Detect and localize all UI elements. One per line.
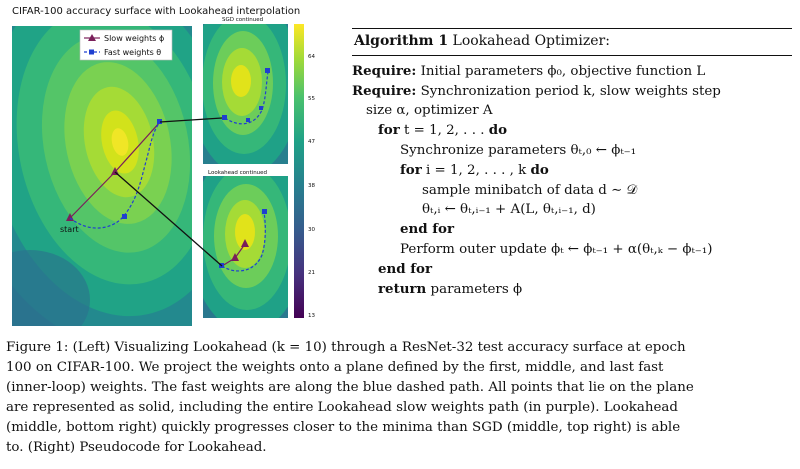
algorithm-keyword: for (378, 122, 400, 139)
algorithm-mid-rule (352, 54, 792, 56)
algorithm-line: Synchronize parameters θₜ,₀ ← ϕₜ₋₁ (352, 141, 792, 161)
algorithm-text: parameters ϕ (426, 281, 523, 297)
colorbar-tick: 30 (308, 227, 315, 233)
algorithm-line: θₜ,ᵢ ← θₜ,ᵢ₋₁ + A(L, θₜ,ᵢ₋₁, d) (352, 200, 792, 220)
caption-line: are represented as solid, including the … (6, 400, 678, 415)
connector-lookahead (114, 171, 223, 267)
algorithm-text: Initial parameters ϕ₀, objective functio… (416, 63, 706, 79)
colorbar-tick: 21 (308, 270, 315, 276)
start-label: start (60, 225, 79, 234)
algorithm-line: return parameters ϕ (352, 280, 792, 300)
colorbar-ticks: 64 55 47 38 30 21 13 (308, 54, 315, 319)
algorithm-line: Perform outer update ϕₜ ← ϕₜ₋₁ + α(θₜ,ₖ … (352, 240, 792, 260)
algorithm-lines: Require: Initial parameters ϕ₀, objectiv… (352, 62, 792, 300)
colorbar-tick: 38 (308, 183, 315, 189)
algorithm-line: sample minibatch of data d ∼ 𝒟 (352, 181, 792, 201)
legend: Slow weights ϕ Fast weights θ (79, 29, 173, 61)
sgd-panel-title: SGD continued (222, 17, 263, 23)
algorithm-line: for t = 1, 2, . . . do (352, 121, 792, 141)
sgd-paths (222, 68, 270, 125)
accuracy-surface-figure: CIFAR-100 accuracy surface with Lookahea… (12, 6, 315, 326)
algorithm-keyword: for (400, 161, 422, 178)
algorithm-keyword: end for (400, 221, 455, 238)
algorithm-text: i = 1, 2, . . . , k (421, 162, 531, 178)
algorithm-line: size α, optimizer A (352, 101, 792, 121)
algorithm-text: θₜ,ᵢ ← θₜ,ᵢ₋₁ + A(L, θₜ,ᵢ₋₁, d) (422, 202, 596, 218)
legend-slow-icon (88, 34, 96, 41)
algorithm-box: Algorithm 1 Lookahead Optimizer: Require… (352, 28, 792, 299)
algorithm-keyword: do (488, 122, 508, 139)
figure-caption: Figure 1: (Left) Visualizing Lookahead (… (6, 338, 796, 458)
algorithm-line: end for (352, 220, 792, 240)
algorithm-text: size α, optimizer A (366, 103, 493, 119)
algorithm-text: Synchronize parameters θₜ,₀ ← ϕₜ₋₁ (400, 142, 637, 158)
colorbar-tick: 64 (308, 54, 315, 60)
fast-weight-marker (157, 119, 162, 124)
algorithm-line: Require: Initial parameters ϕ₀, objectiv… (352, 62, 792, 82)
legend-fast-label: Fast weights θ (104, 48, 161, 57)
legend-fast-icon (89, 49, 94, 55)
algorithm-text: t = 1, 2, . . . (399, 123, 489, 139)
caption-line: Figure 1: (Left) Visualizing Lookahead (… (6, 340, 686, 355)
colorbar-tick: 47 (308, 139, 315, 145)
legend-slow-label: Slow weights ϕ (104, 34, 164, 43)
algorithm-title-number: Algorithm 1 (354, 33, 449, 49)
algorithm-title: Algorithm 1 Lookahead Optimizer: (352, 29, 792, 55)
algorithm-line: end for (352, 260, 792, 280)
algorithm-keyword: Require: (352, 62, 417, 79)
caption-line: (inner-loop) weights. The fast weights a… (6, 380, 694, 395)
colorbar-tick: 55 (308, 96, 315, 102)
algorithm-text: Synchronization period k, slow weights s… (416, 83, 721, 99)
main-contour-panel (12, 26, 192, 326)
lookahead-figure: CIFAR-100 accuracy surface with Lookahea… (0, 0, 340, 330)
algorithm-line: Require: Synchronization period k, slow … (352, 82, 792, 102)
algorithm-keyword: Require: (352, 82, 417, 99)
algorithm-line: for i = 1, 2, . . . , k do (352, 161, 792, 181)
colorbar (294, 24, 304, 318)
colorbar-tick: 13 (308, 313, 315, 319)
algorithm-top-rule (352, 28, 792, 29)
caption-line: (middle, bottom right) quickly progresse… (6, 420, 681, 435)
lookahead-panel-title: Lookahead continued (208, 170, 267, 176)
algorithm-keyword: return (378, 280, 427, 297)
caption-line: 100 on CIFAR-100. We project the weights… (6, 360, 664, 375)
algorithm-keyword: do (530, 161, 549, 178)
algorithm-title-text: Lookahead Optimizer: (448, 33, 610, 49)
sgd-contour-panel (203, 24, 288, 164)
caption-line: to. (Right) Pseudocode for Lookahead. (6, 440, 267, 455)
algorithm-keyword: end for (378, 260, 433, 277)
figure-main-title: CIFAR-100 accuracy surface with Lookahea… (12, 6, 300, 17)
fast-weight-marker (122, 214, 127, 219)
algorithm-text: sample minibatch of data d ∼ 𝒟 (422, 182, 638, 198)
connector-sgd (159, 117, 223, 123)
algorithm-text: Perform outer update ϕₜ ← ϕₜ₋₁ + α(θₜ,ₖ … (400, 241, 713, 257)
